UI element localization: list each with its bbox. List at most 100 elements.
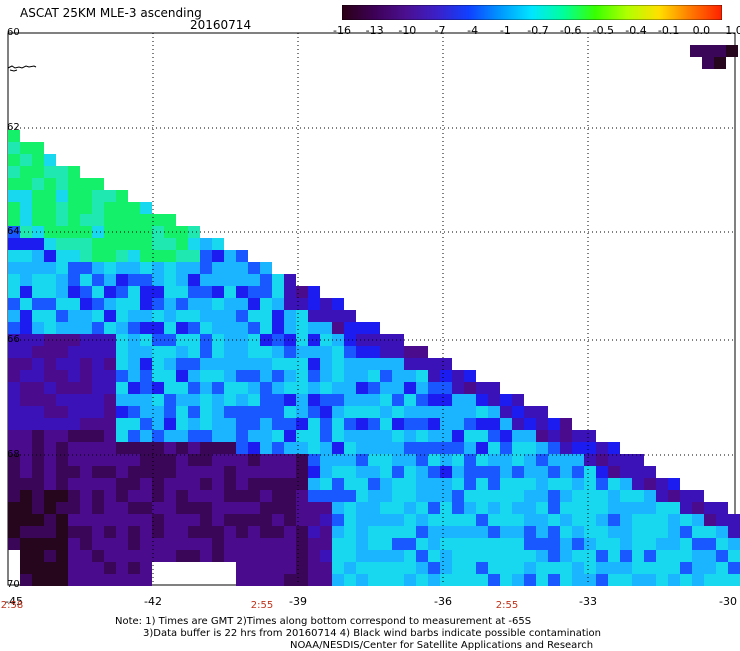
- swath-cell: [140, 322, 152, 334]
- swath-cell: [188, 382, 200, 394]
- swath-cell: [320, 562, 332, 574]
- swath-cell: [164, 250, 176, 262]
- swath-cell: [32, 538, 44, 550]
- swath-cell: [104, 334, 116, 346]
- swath-cell: [224, 310, 236, 322]
- lat-label: 70: [7, 579, 20, 590]
- swath-cell: [392, 574, 404, 586]
- colorbar-label: -13: [365, 24, 384, 37]
- swath-cell: [284, 550, 296, 562]
- swath-cell: [80, 214, 92, 226]
- swath-cell: [20, 238, 32, 250]
- swath-cell: [224, 250, 236, 262]
- swath-cell: [260, 286, 272, 298]
- swath-cell: [20, 274, 32, 286]
- swath-cell: [80, 190, 92, 202]
- swath-cell: [236, 442, 248, 454]
- swath-cell: [128, 514, 140, 526]
- swath-cell: [116, 274, 128, 286]
- swath-cell: [344, 406, 356, 418]
- swath-cell: [104, 514, 116, 526]
- swath-cell: [200, 490, 212, 502]
- swath-cell: [692, 538, 704, 550]
- swath-cell: [8, 490, 20, 502]
- swath-cell: [128, 226, 140, 238]
- swath-cell: [188, 442, 200, 454]
- swath-cell: [128, 574, 140, 586]
- swath-cell: [8, 370, 20, 382]
- swath-cell: [188, 394, 200, 406]
- swath-cell: [320, 418, 332, 430]
- swath-cell: [488, 430, 500, 442]
- swath-cell: [308, 418, 320, 430]
- swath-cell: [656, 550, 668, 562]
- swath-cell: [56, 526, 68, 538]
- swath-cell: [680, 574, 692, 586]
- swath-cell: [560, 418, 572, 430]
- swath-cell: [80, 382, 92, 394]
- swath-cell: [620, 478, 632, 490]
- swath-cell: [188, 262, 200, 274]
- swath-cell: [200, 394, 212, 406]
- swath-cell: [140, 394, 152, 406]
- swath-cell: [416, 418, 428, 430]
- swath-cell: [20, 430, 32, 442]
- swath-cell: [224, 394, 236, 406]
- swath-cell: [20, 550, 32, 562]
- swath-cell: [80, 250, 92, 262]
- swath-cell: [356, 526, 368, 538]
- swath-cell: [332, 358, 344, 370]
- swath-cell: [56, 514, 68, 526]
- swath-cell: [8, 154, 20, 166]
- swath-cell: [608, 514, 620, 526]
- swath-cell: [32, 262, 44, 274]
- swath-cell: [92, 202, 104, 214]
- swath-cell: [92, 214, 104, 226]
- swath-cell: [56, 202, 68, 214]
- swath-cell: [404, 478, 416, 490]
- swath-cell: [320, 394, 332, 406]
- swath-cell: [308, 502, 320, 514]
- swath-cell: [584, 550, 596, 562]
- swath-cell: [512, 454, 524, 466]
- swath-cell: [212, 454, 224, 466]
- swath-cell: [344, 322, 356, 334]
- swath-cell: [212, 538, 224, 550]
- swath-cell: [296, 574, 308, 586]
- swath-cell: [416, 346, 428, 358]
- swath-cell: [428, 442, 440, 454]
- swath-cell: [500, 430, 512, 442]
- swath-cell: [68, 382, 80, 394]
- swath-cell: [726, 45, 738, 57]
- swath-cell: [224, 538, 236, 550]
- swath-cell: [524, 466, 536, 478]
- swath-cell: [188, 478, 200, 490]
- swath-cell: [236, 262, 248, 274]
- swath-cell: [236, 346, 248, 358]
- swath-cell: [20, 418, 32, 430]
- swath-cell: [308, 466, 320, 478]
- swath-cell: [548, 538, 560, 550]
- swath-cell: [44, 478, 56, 490]
- swath-cell: [260, 334, 272, 346]
- swath-cell: [476, 514, 488, 526]
- swath-cell: [68, 490, 80, 502]
- swath-cell: [380, 514, 392, 526]
- swath-cell: [368, 478, 380, 490]
- swath-cell: [224, 358, 236, 370]
- swath-cell: [104, 202, 116, 214]
- swath-cell: [128, 466, 140, 478]
- swath-cell: [296, 538, 308, 550]
- swath-cell: [8, 226, 20, 238]
- swath-cell: [392, 502, 404, 514]
- swath-cell: [368, 466, 380, 478]
- swath-cell: [104, 358, 116, 370]
- swath-cell: [296, 322, 308, 334]
- swath-cell: [20, 370, 32, 382]
- swath-cell: [344, 562, 356, 574]
- swath-cell: [428, 478, 440, 490]
- swath-cell: [116, 502, 128, 514]
- swath-cell: [500, 442, 512, 454]
- swath-cell: [632, 562, 644, 574]
- swath-cell: [236, 394, 248, 406]
